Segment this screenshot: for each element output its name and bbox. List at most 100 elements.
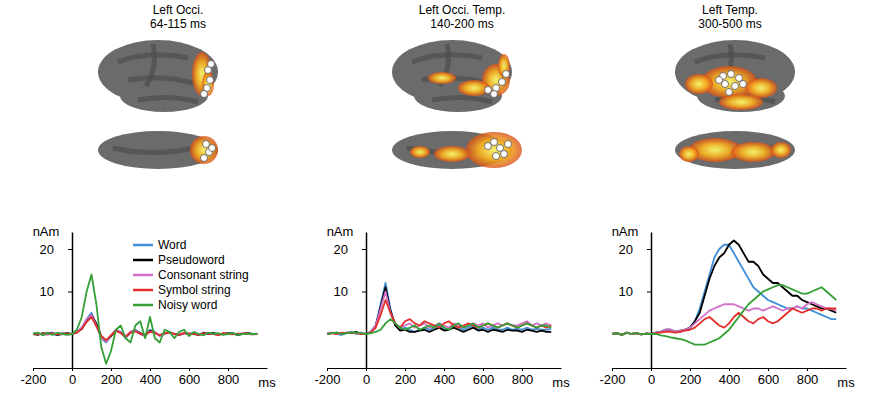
y-tick-label: 10 [40, 284, 54, 299]
x-tick-label: 800 [512, 372, 534, 387]
source-dot [501, 151, 508, 158]
source-dot [201, 155, 208, 162]
y-tick-mark [647, 292, 651, 293]
series-line [327, 287, 551, 334]
activation-blob [434, 146, 470, 162]
chart-title: Left Occi. Temp. [419, 3, 505, 17]
x-tick-label: 400 [434, 372, 456, 387]
legend-entry: Symbol string [133, 283, 231, 297]
y-tick: 20 [334, 242, 366, 257]
brain-sulcus [146, 44, 154, 86]
x-tick-mark [768, 368, 769, 371]
source-dot [209, 145, 216, 152]
x-tick-label: 800 [797, 372, 819, 387]
x-tick: 0 [363, 368, 370, 387]
source-dot [726, 89, 733, 96]
y-axis-title: nAm [612, 224, 639, 239]
y-tick-label: 10 [619, 284, 633, 299]
plot-area [33, 275, 257, 364]
x-axis-title: ms [258, 375, 276, 390]
x-tick-label: -200 [314, 372, 340, 387]
x-tick-label: 600 [758, 372, 780, 387]
x-tick-label: 600 [473, 372, 495, 387]
activation-blob [731, 142, 775, 162]
y-axis: 1020 [619, 233, 652, 369]
source-dot [503, 71, 510, 78]
chart-title: Left Occi. [153, 3, 204, 17]
y-axis-title: nAm [33, 224, 60, 239]
x-tick: 600 [179, 368, 201, 387]
brain-sulcus [138, 97, 198, 102]
x-tick: 400 [719, 368, 741, 387]
x-tick-mark [483, 368, 484, 371]
x-tick-label: 400 [719, 372, 741, 387]
activation-blob [410, 146, 430, 158]
brain-sulcus [113, 146, 203, 153]
x-tick: 400 [140, 368, 162, 387]
y-tick-mark [362, 292, 366, 293]
x-tick: -200 [314, 368, 340, 387]
y-tick: 10 [40, 284, 72, 299]
figure-svg: Left Occi.64-115 ms-2000200400600800ms10… [0, 0, 887, 396]
x-tick-mark [807, 368, 808, 371]
x-tick-label: -200 [599, 372, 625, 387]
legend-swatch [133, 274, 153, 277]
figure: Left Occi.64-115 ms-2000200400600800ms10… [0, 0, 887, 396]
activation-blob [466, 132, 522, 168]
series-line [327, 292, 551, 335]
y-axis-line [366, 233, 368, 369]
legend-swatch [133, 244, 153, 247]
x-tick: 400 [434, 368, 456, 387]
source-dot [505, 141, 512, 148]
brain-illustration [98, 40, 218, 169]
x-tick: -200 [599, 368, 625, 387]
x-tick: 0 [69, 368, 76, 387]
x-tick: 600 [473, 368, 495, 387]
y-axis: 10 20 [334, 233, 367, 369]
activation-blob [498, 54, 510, 78]
y-tick: 10 [619, 284, 651, 299]
x-tick-label: -200 [20, 372, 46, 387]
brain-sulcus [128, 78, 196, 84]
plot-area [612, 241, 836, 345]
source-dot [732, 83, 739, 90]
source-dot [491, 91, 498, 98]
x-tick-label: 0 [363, 372, 370, 387]
series-line [33, 275, 257, 364]
activation-blob [428, 72, 456, 84]
activation-blob [771, 142, 791, 158]
chart-subtitle: 64-115 ms [150, 17, 206, 31]
y-tick-mark [68, 249, 72, 250]
legend-label: Pseudoword [158, 253, 225, 267]
legend-label: Symbol string [158, 283, 231, 297]
legend-entry: Consonant string [133, 268, 249, 282]
y-tick-label: 10 [334, 284, 348, 299]
x-tick-label: 200 [395, 372, 417, 387]
x-tick: 800 [218, 368, 240, 387]
legend-entry: Word [133, 238, 186, 252]
series-line [612, 302, 836, 335]
source-dot [201, 91, 208, 98]
x-tick-mark [228, 368, 229, 371]
x-tick-mark [444, 368, 445, 371]
series-line [612, 241, 836, 335]
x-tick-mark [522, 368, 523, 371]
y-axis: 10 20 [40, 233, 73, 369]
y-tick-mark [68, 292, 72, 293]
x-tick-mark [405, 368, 406, 371]
y-tick: 20 [40, 242, 72, 257]
legend-label: Noisy word [158, 298, 217, 312]
chart-title: Left Temp. [702, 3, 758, 17]
activation-blob [719, 94, 763, 110]
x-axis: -200 0 200 400 600 800 [314, 368, 561, 387]
legend-swatch [133, 304, 153, 307]
source-dot [491, 139, 498, 146]
x-tick: 200 [680, 368, 702, 387]
x-tick-label: 800 [218, 372, 240, 387]
x-tick-label: 0 [648, 372, 655, 387]
activation-blob [685, 74, 713, 94]
series-line [327, 300, 551, 334]
x-tick: 200 [395, 368, 417, 387]
series-line [327, 283, 551, 335]
series-line [612, 285, 836, 345]
